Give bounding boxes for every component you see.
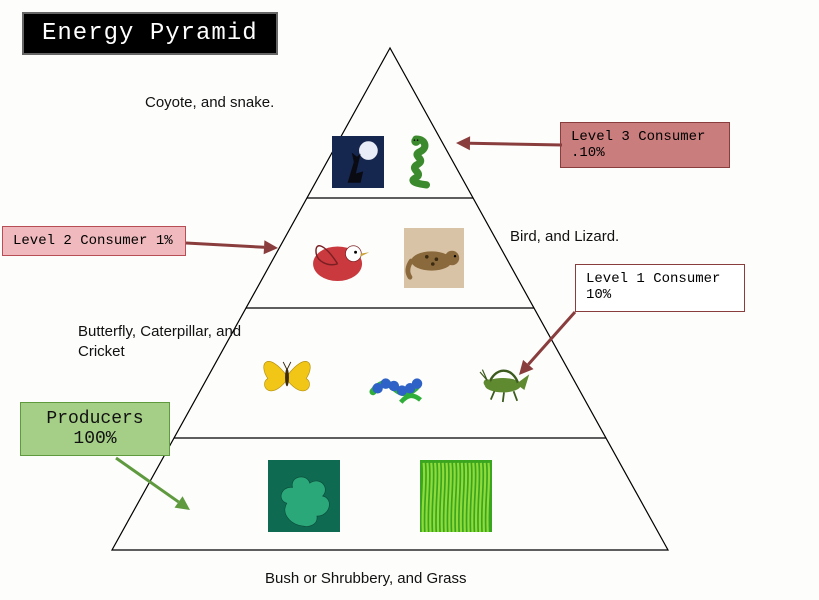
butterfly-icon [250, 344, 324, 408]
grass-icon [402, 460, 510, 532]
snake-icon [390, 134, 442, 190]
wolf-moon-icon [332, 136, 384, 188]
lizard-icon [388, 228, 480, 288]
bush-icon [250, 460, 358, 532]
caterpillar-icon [350, 350, 440, 408]
cricket-icon [462, 348, 546, 408]
bird-icon [294, 222, 384, 294]
